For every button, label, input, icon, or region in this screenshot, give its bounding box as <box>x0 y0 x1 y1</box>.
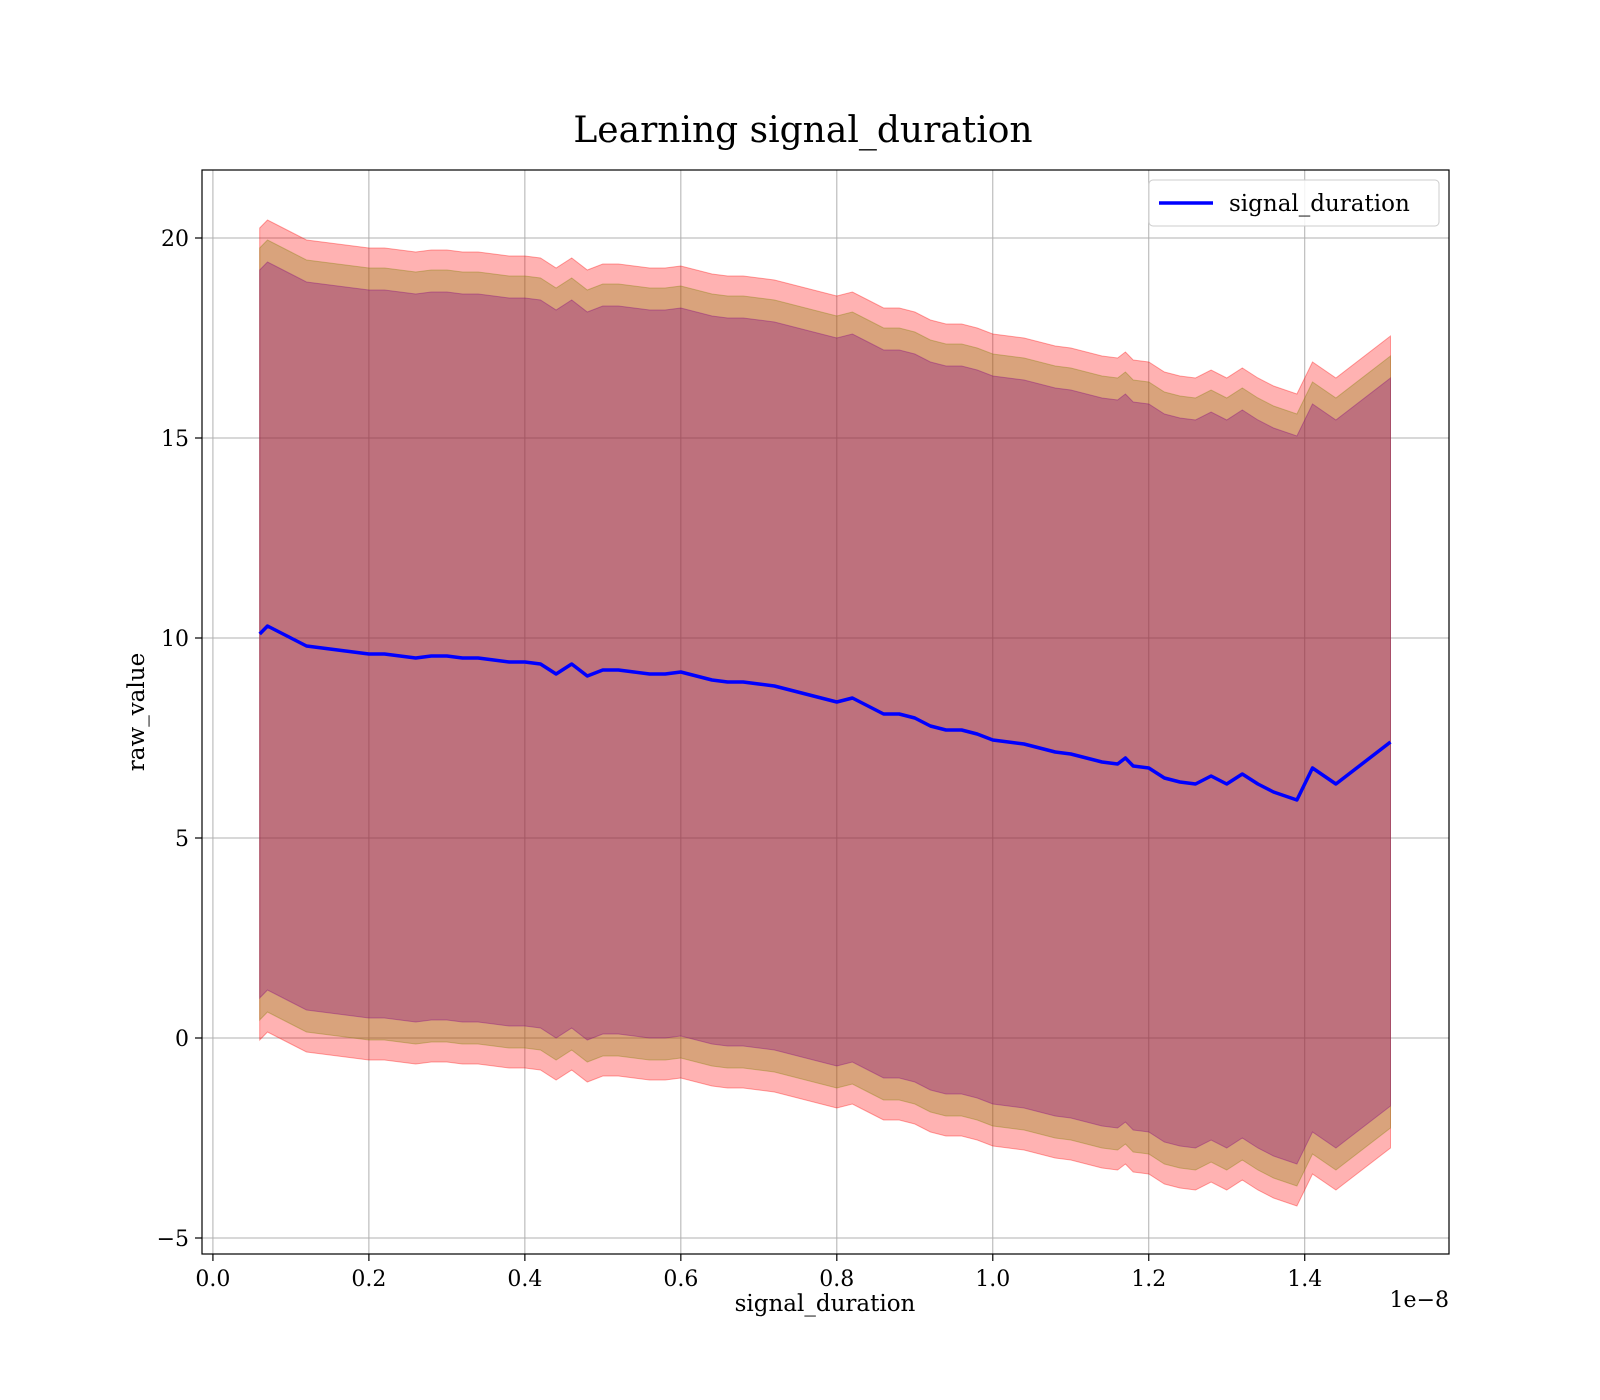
middle-band <box>259 239 1391 1187</box>
x-tick-label: 0.4 <box>507 1267 542 1292</box>
y-tick-label: 5 <box>175 827 189 852</box>
y-tick-label: 20 <box>161 227 189 252</box>
y-axis-ticks: −5 0 5 10 15 20 <box>157 227 202 1252</box>
x-offset-label: 1e−8 <box>1390 1288 1449 1313</box>
plot-frame <box>201 169 1450 1255</box>
legend-entry-signal-duration: signal_duration <box>1229 191 1410 217</box>
y-tick-label: 15 <box>161 427 189 452</box>
y-tick-label: 10 <box>161 627 189 652</box>
y-axis-label: raw_value <box>124 653 150 771</box>
x-axis-ticks: 0.0 0.2 0.4 0.6 0.8 1.0 1.2 1.4 <box>195 1254 1322 1292</box>
x-axis-label: signal_duration <box>735 1291 916 1317</box>
y-tick-label: −5 <box>157 1227 189 1252</box>
x-tick-label: 0.0 <box>195 1267 230 1292</box>
x-tick-label: 1.2 <box>1131 1267 1166 1292</box>
inner-band <box>259 261 1391 1165</box>
y-tick-label: 0 <box>175 1027 189 1052</box>
x-tick-label: 0.8 <box>819 1267 854 1292</box>
series-lines <box>258 624 1392 802</box>
x-tick-label: 0.2 <box>351 1267 386 1292</box>
legend-box <box>1148 179 1440 227</box>
uncertainty-bands <box>259 219 1391 1207</box>
x-tick-label: 1.0 <box>975 1267 1010 1292</box>
outer-band <box>259 219 1391 1207</box>
chart-title: Learning signal_duration <box>573 110 1032 151</box>
legend: signal_duration <box>1148 179 1440 227</box>
x-tick-label: 1.4 <box>1287 1267 1322 1292</box>
x-tick-label: 0.6 <box>663 1267 698 1292</box>
grid <box>202 170 1449 1254</box>
series-line-signal-duration <box>258 624 1392 802</box>
